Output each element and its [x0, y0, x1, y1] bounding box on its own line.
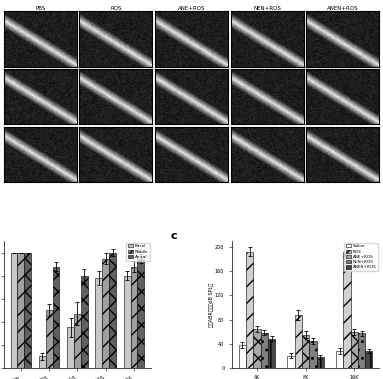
Bar — [302, 335, 309, 368]
Bar — [102, 258, 109, 368]
Bar — [309, 341, 316, 368]
Y-axis label: 底折: 底折 — [0, 151, 1, 158]
Bar — [124, 276, 131, 368]
Bar — [260, 333, 268, 368]
Bar — [17, 253, 24, 368]
Bar — [131, 266, 137, 368]
Bar — [253, 329, 260, 368]
Bar — [358, 334, 365, 368]
Bar — [24, 253, 31, 368]
Text: c: c — [170, 231, 177, 241]
Bar — [67, 327, 74, 368]
Bar — [81, 276, 88, 368]
Legend: Saline, ROS, ANE+ROS, NEN+ROS, ANEN+ROS: Saline, ROS, ANE+ROS, NEN+ROS, ANEN+ROS — [344, 243, 378, 271]
Bar — [295, 315, 302, 368]
Bar — [109, 253, 116, 368]
Bar — [343, 252, 350, 368]
Bar — [287, 356, 295, 368]
Y-axis label: 成折: 成折 — [0, 36, 1, 42]
Title: PBS: PBS — [35, 6, 45, 11]
Bar — [336, 351, 343, 368]
Bar — [365, 351, 373, 368]
Bar — [52, 266, 59, 368]
Bar — [350, 332, 358, 368]
Y-axis label: 中折: 中折 — [0, 93, 1, 100]
Bar — [246, 252, 253, 368]
Bar — [137, 258, 144, 368]
Bar — [74, 314, 81, 368]
Bar — [239, 345, 246, 368]
Bar — [46, 310, 52, 368]
Bar — [316, 357, 324, 368]
Y-axis label: 平均ABR阈値（dB SPL）: 平均ABR阈値（dB SPL） — [209, 282, 214, 327]
Title: NEN+ROS: NEN+ROS — [253, 6, 281, 11]
Bar — [268, 339, 275, 368]
Bar — [95, 278, 102, 368]
Legend: Basal, Middle, Apical: Basal, Middle, Apical — [126, 243, 150, 260]
Title: ROS: ROS — [110, 6, 121, 11]
Title: ANE+ROS: ANE+ROS — [178, 6, 205, 11]
Bar — [10, 253, 17, 368]
Bar — [39, 356, 46, 368]
Title: ANEN+ROS: ANEN+ROS — [327, 6, 358, 11]
